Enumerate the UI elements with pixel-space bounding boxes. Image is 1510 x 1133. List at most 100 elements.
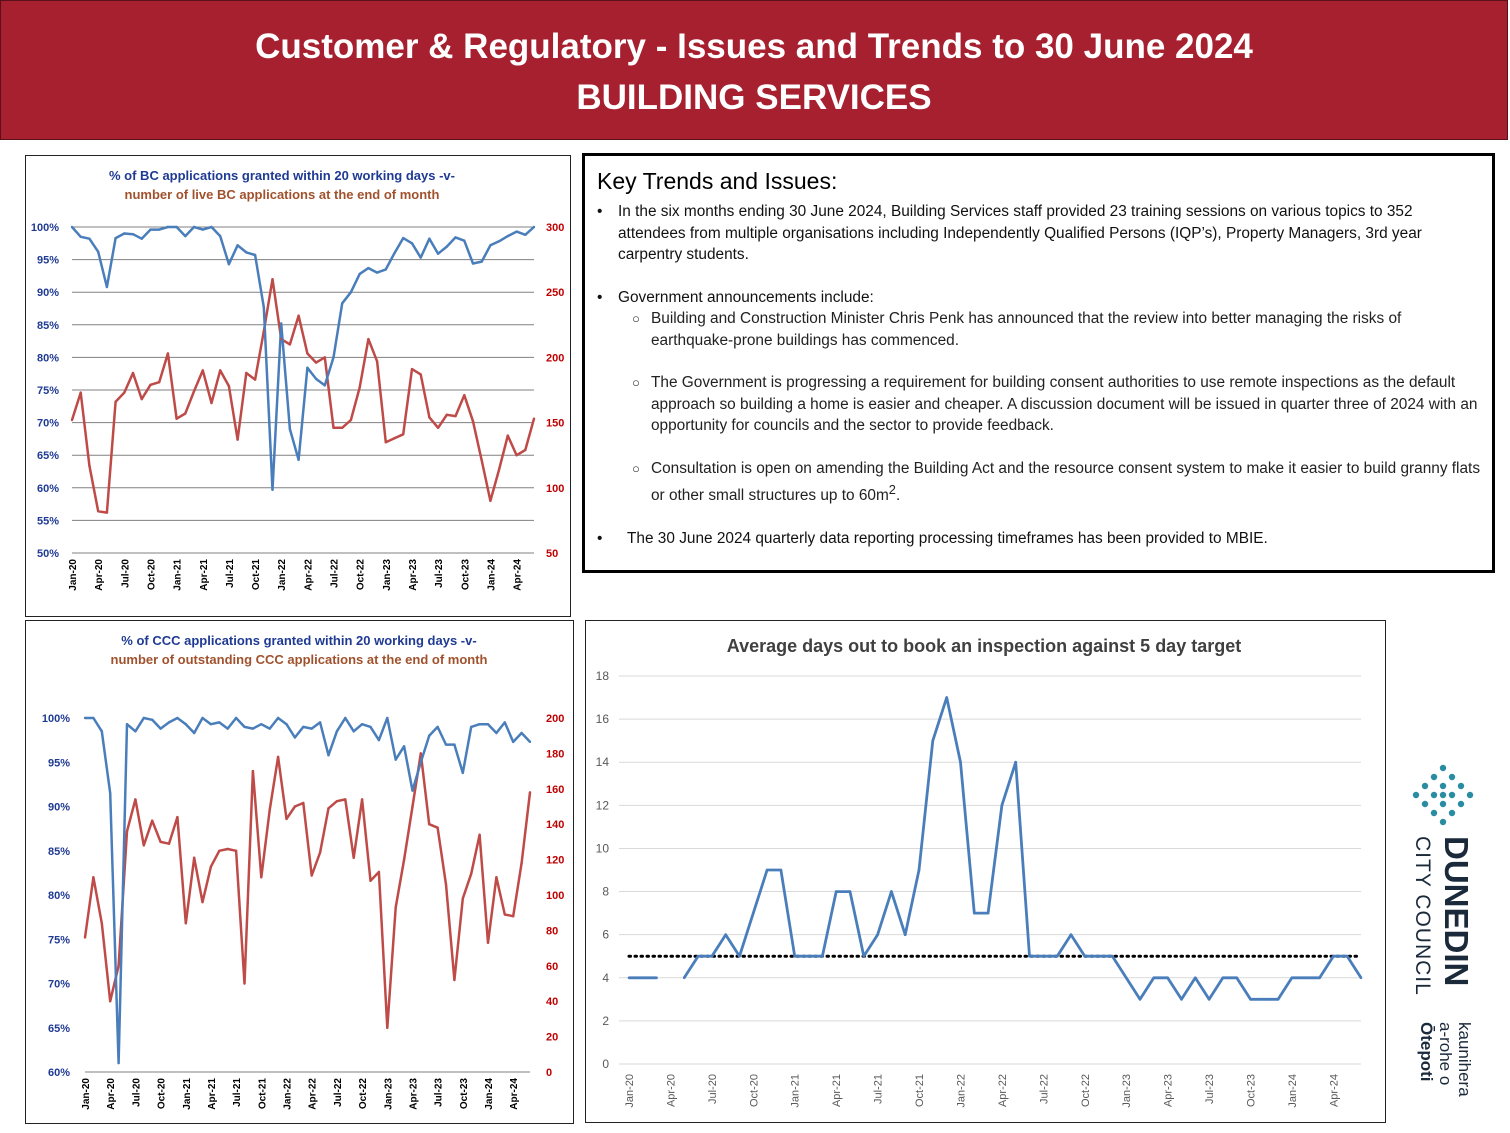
count-data-point [327, 807, 330, 810]
inspection-booking-chart-panel: Average days out to book an inspection a… [585, 620, 1386, 1123]
percent-data-point [410, 242, 414, 245]
count-data-point [210, 401, 213, 405]
percent-data-point [506, 234, 509, 238]
x-tick-label: Jul-20 [707, 1074, 719, 1104]
y-left-tick-label: 95% [37, 255, 59, 267]
percent-data-point [201, 716, 204, 720]
percent-data-point [201, 228, 204, 231]
percent-data-point [193, 731, 196, 735]
key-trend-text: Government announcements include: [618, 288, 874, 306]
y-right-tick-label: 100 [546, 483, 564, 495]
count-data-point [470, 872, 473, 875]
percent-data-point [341, 302, 344, 305]
x-tick-label: Apr-21 [831, 1074, 843, 1107]
percent-data-point [219, 234, 222, 238]
y-right-tick-label: 20 [546, 1032, 558, 1044]
average-days-data-point [1083, 954, 1087, 958]
count-data-point [335, 800, 339, 803]
percent-data-point [306, 366, 309, 369]
average-days-data-point [1069, 933, 1073, 936]
count-data-point [260, 876, 263, 879]
count-data-point [528, 791, 532, 794]
count-data-point [480, 459, 483, 462]
percent-data-point [375, 271, 379, 274]
count-data-point [515, 454, 518, 457]
count-data-point [445, 413, 448, 416]
count-data-point [201, 369, 204, 372]
count-data-point [166, 352, 170, 355]
percent-data-point [532, 225, 536, 229]
y-right-tick-label: 300 [546, 222, 564, 234]
x-tick-label: Apr-21 [199, 559, 210, 591]
average-days-data-point [793, 954, 796, 958]
average-days-data-point [862, 954, 866, 958]
percent-data-point [151, 718, 154, 721]
x-tick-label: Apr-24 [513, 559, 524, 591]
average-days-data-point [1318, 976, 1321, 980]
y-left-tick-label: 65% [48, 1023, 70, 1035]
x-tick-label: Jul-23 [434, 1078, 445, 1107]
average-days-data-point [696, 954, 700, 958]
average-days-data-point [1055, 954, 1059, 958]
average-days-data-point [807, 954, 810, 958]
x-tick-label: Jan-24 [484, 1078, 495, 1110]
count-data-point [125, 830, 129, 833]
average-days-data-point [1332, 954, 1335, 958]
x-tick-label: Jul-22 [1038, 1074, 1050, 1104]
percent-data-point [125, 723, 129, 726]
count-data-point [495, 876, 498, 879]
percent-data-point [271, 488, 274, 491]
period: . [895, 487, 901, 505]
logo-maori-3: Ōtepoti [1417, 1022, 1436, 1082]
key-trend-item: • In the six months ending 30 June 2024, … [597, 203, 1422, 263]
x-tick-label: Oct-23 [460, 559, 471, 591]
average-days-data-point [1221, 976, 1225, 980]
count-data-point [193, 856, 196, 859]
x-tick-label: Jan-21 [790, 1074, 802, 1108]
key-trend-item: • The 30 June 2024 quarterly data reporti… [597, 529, 1268, 547]
x-tick-label: Jul-22 [333, 1078, 344, 1107]
average-days-data-point [710, 954, 714, 958]
count-data-point [393, 437, 396, 440]
count-data-point [344, 798, 347, 801]
count-data-point [306, 352, 309, 355]
percent-data-point [293, 736, 297, 739]
average-days-data-point [1359, 976, 1363, 980]
percent-data-point [386, 716, 389, 720]
y-left-tick-label: 65% [37, 450, 59, 462]
key-trends-title: Key Trends and Issues: [597, 168, 838, 194]
x-tick-label: Apr-22 [997, 1074, 1009, 1107]
y-right-tick-label: 150 [546, 418, 564, 430]
percent-data-point [352, 730, 355, 733]
count-data-point [314, 361, 318, 364]
y-left-tick-label: 85% [48, 846, 70, 858]
average-days-data-point [917, 868, 921, 872]
percent-data-point [377, 738, 381, 742]
y-tick-label: 16 [596, 712, 610, 726]
y-left-tick-label: 60% [37, 483, 59, 495]
percent-data-point [166, 225, 170, 229]
count-data-point [209, 865, 213, 868]
count-data-point [411, 805, 414, 808]
average-days-data-point [1249, 998, 1252, 1001]
chart-title-line1: % of BC applications granted within 20 w… [109, 168, 455, 183]
count-data-point [88, 464, 91, 467]
y-left-tick-label: 70% [37, 418, 59, 430]
percent-data-point [327, 754, 330, 757]
count-data-point [184, 412, 187, 415]
percent-data-point [142, 716, 145, 720]
percent-data-point [218, 721, 221, 724]
count-data-point [497, 468, 501, 471]
count-data-point [176, 815, 179, 819]
percent-data-point [288, 427, 292, 431]
percent-data-point [227, 263, 231, 266]
average-days-data-point [834, 890, 838, 893]
x-tick-label: Oct-20 [157, 1078, 168, 1110]
count-data-point [262, 330, 265, 333]
percent-data-point [175, 225, 178, 229]
count-data-point [375, 360, 379, 363]
x-tick-label: Apr-22 [308, 1078, 319, 1110]
y-right-tick-label: 50 [546, 548, 558, 560]
count-data-point [219, 369, 222, 372]
x-tick-label: Apr-22 [303, 559, 314, 591]
